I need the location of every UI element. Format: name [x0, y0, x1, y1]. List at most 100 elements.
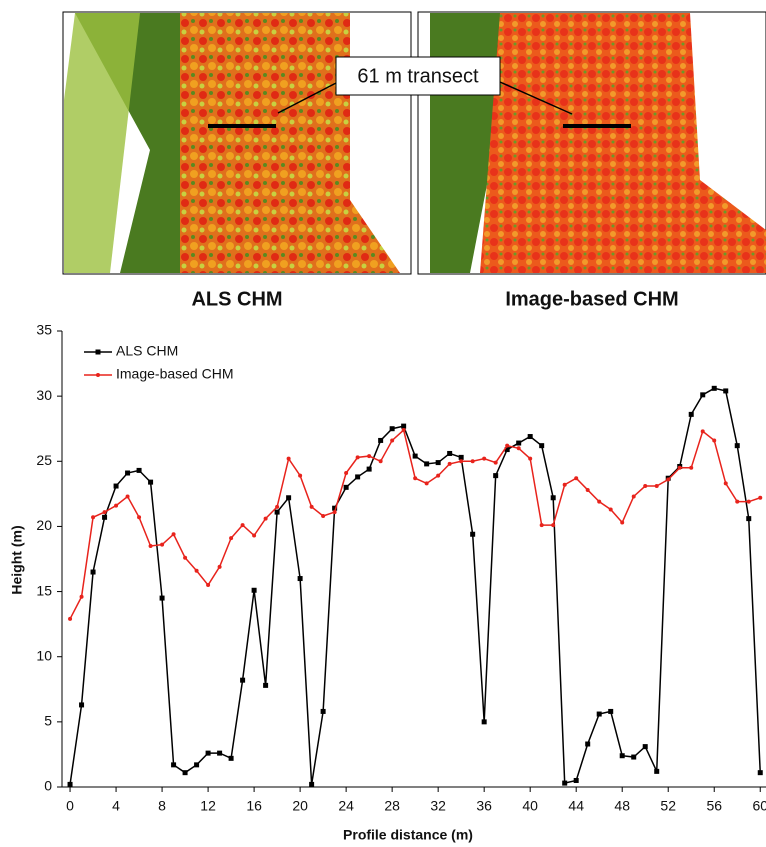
- marker: [700, 429, 705, 434]
- marker: [631, 494, 636, 499]
- marker: [91, 515, 96, 520]
- marker: [642, 744, 648, 750]
- marker: [378, 437, 384, 443]
- marker: [125, 494, 130, 499]
- marker: [401, 423, 407, 429]
- marker: [470, 531, 476, 537]
- marker: [573, 777, 579, 783]
- marker: [516, 446, 521, 451]
- marker: [321, 514, 326, 519]
- marker: [481, 719, 487, 725]
- marker: [194, 568, 199, 573]
- panel-label: Image-based CHM: [505, 288, 678, 310]
- y-tick-label: 5: [44, 713, 52, 729]
- marker: [527, 434, 533, 440]
- image-based-image: [417, 11, 766, 275]
- x-axis-title: Profile distance (m): [343, 827, 473, 843]
- marker: [171, 532, 176, 537]
- marker: [102, 510, 107, 515]
- marker: [286, 456, 291, 461]
- marker: [631, 754, 637, 760]
- x-tick-label: 48: [614, 798, 630, 814]
- marker: [619, 753, 625, 759]
- marker: [504, 447, 510, 453]
- y-axis-title: Height (m): [9, 525, 25, 594]
- marker: [148, 543, 153, 548]
- marker: [746, 516, 752, 522]
- marker: [183, 555, 188, 560]
- marker: [757, 770, 763, 776]
- marker: [182, 770, 188, 776]
- marker: [298, 473, 303, 478]
- x-tick-label: 28: [384, 798, 400, 814]
- marker: [137, 515, 142, 520]
- marker: [274, 509, 280, 515]
- legend-marker: [95, 349, 101, 355]
- x-tick-label: 60: [752, 798, 766, 814]
- marker: [159, 595, 165, 601]
- marker: [343, 484, 349, 490]
- marker: [68, 616, 73, 621]
- x-tick-label: 24: [338, 798, 354, 814]
- marker: [67, 781, 73, 787]
- marker: [355, 474, 361, 480]
- y-tick-label: 20: [36, 517, 52, 533]
- marker: [654, 768, 660, 774]
- marker: [297, 576, 303, 582]
- x-tick-label: 36: [476, 798, 492, 814]
- marker: [389, 426, 395, 432]
- marker: [608, 708, 614, 714]
- marker: [240, 523, 245, 528]
- marker: [551, 523, 556, 528]
- legend-label: Image-based CHM: [116, 366, 234, 382]
- marker: [332, 510, 337, 515]
- marker: [424, 461, 430, 467]
- x-tick-label: 4: [112, 798, 120, 814]
- marker: [320, 708, 326, 714]
- marker: [735, 499, 740, 504]
- marker: [194, 762, 200, 768]
- x-tick-label: 0: [66, 798, 74, 814]
- marker: [102, 514, 108, 520]
- marker: [562, 780, 568, 786]
- marker: [217, 750, 223, 756]
- marker: [758, 495, 763, 500]
- marker: [643, 484, 648, 489]
- x-tick-label: 16: [246, 798, 262, 814]
- y-tick-label: 15: [36, 582, 52, 598]
- marker: [332, 505, 338, 511]
- marker: [677, 465, 682, 470]
- x-tick-label: 12: [200, 798, 216, 814]
- x-tick-label: 56: [706, 798, 722, 814]
- marker: [436, 473, 441, 478]
- marker: [286, 495, 292, 501]
- marker: [217, 564, 222, 569]
- marker: [435, 460, 441, 466]
- marker: [309, 781, 315, 787]
- marker: [470, 459, 475, 464]
- legend-label: ALS CHM: [116, 343, 178, 359]
- marker: [114, 503, 119, 508]
- marker: [252, 533, 257, 538]
- marker: [458, 454, 464, 460]
- marker: [562, 482, 567, 487]
- marker: [413, 476, 418, 481]
- marker: [113, 483, 119, 489]
- x-tick-label: 20: [292, 798, 308, 814]
- marker: [493, 473, 499, 479]
- marker: [505, 443, 510, 448]
- marker: [688, 411, 694, 417]
- marker: [711, 385, 717, 391]
- marker: [228, 755, 234, 761]
- x-tick-label: 32: [430, 798, 446, 814]
- y-tick-label: 10: [36, 647, 52, 663]
- marker: [666, 477, 671, 482]
- marker: [378, 459, 383, 464]
- marker: [723, 481, 728, 486]
- marker: [528, 456, 533, 461]
- marker: [251, 587, 257, 593]
- marker: [585, 487, 590, 492]
- annotation-box: [335, 56, 501, 96]
- marker: [367, 454, 372, 459]
- marker: [654, 484, 659, 489]
